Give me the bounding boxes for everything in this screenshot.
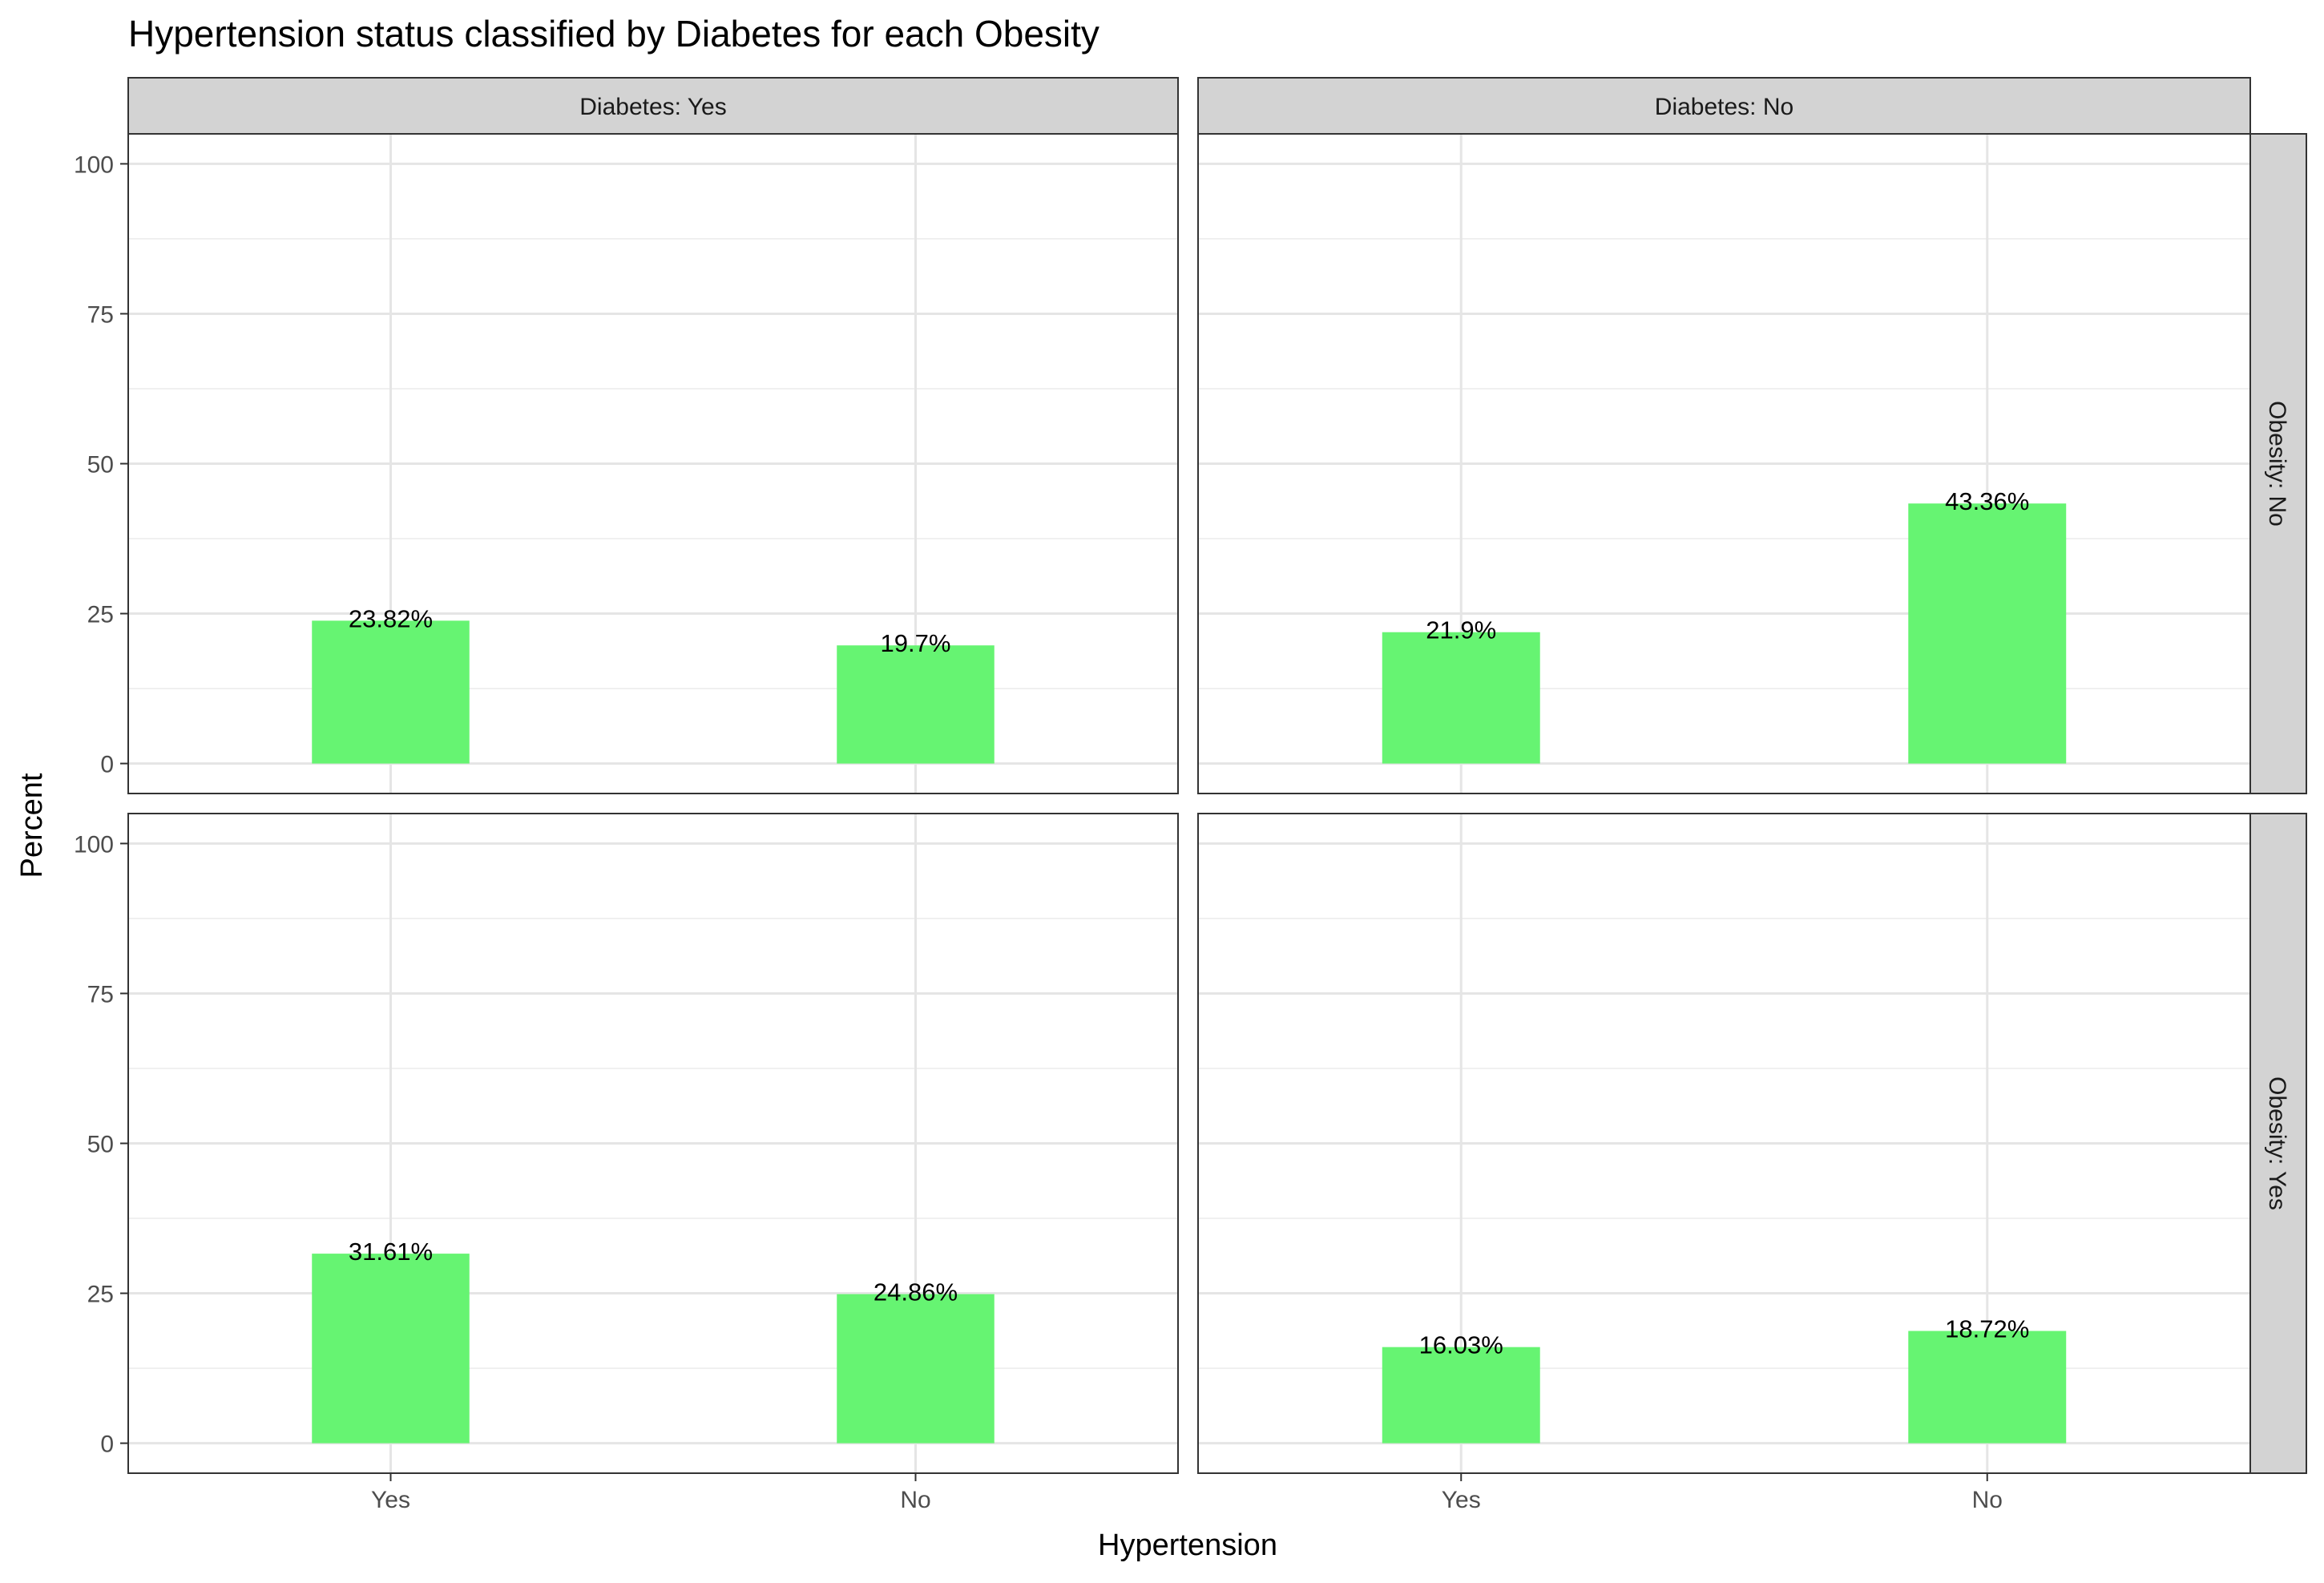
panel-border: [1197, 133, 2251, 794]
row-strip-box: [2249, 133, 2307, 794]
bar-data-label: 43.36%: [1945, 487, 2029, 515]
y-tick-label: 100: [74, 831, 114, 858]
bar-data-label: 23.82%: [349, 604, 433, 632]
y-tick-label: 0: [100, 1432, 114, 1458]
chart-title: Hypertension status classified by Diabet…: [128, 13, 1099, 55]
row-strip-label: Obesity: Yes: [2264, 1076, 2290, 1210]
x-tick-label: No: [1972, 1487, 2003, 1513]
facet-panel: 16.03% 18.72% Yes No: [1197, 813, 2251, 1513]
row-strip-box: [2249, 813, 2307, 1474]
bar: [837, 1294, 995, 1444]
bar-data-label: 19.7%: [881, 629, 951, 657]
bar: [1382, 632, 1540, 764]
column-strip-box: [1197, 77, 2251, 135]
facet-panel: 23.82% 19.7% 0 25 50 75 100: [74, 133, 1179, 794]
bar-data-label: 24.86%: [874, 1278, 958, 1306]
facet-panel: 21.9% 43.36%: [1197, 133, 2251, 794]
bar: [312, 1254, 470, 1444]
y-tick-label: 25: [87, 602, 114, 628]
bar-data-label: 16.03%: [1419, 1331, 1503, 1359]
facet-panels: Diabetes: Yes Diabetes: No Obesity: No Obes…: [74, 77, 2307, 1513]
bar-data-label: 18.72%: [1945, 1315, 2029, 1343]
y-tick-label: 100: [74, 151, 114, 178]
y-tick-label: 75: [87, 301, 114, 328]
bar: [1908, 503, 2067, 764]
row-strip: Obesity: No: [2249, 133, 2307, 794]
y-tick-label: 25: [87, 1282, 114, 1308]
y-tick-label: 50: [87, 452, 114, 479]
bar: [1908, 1331, 2067, 1444]
column-strip: Diabetes: No: [1197, 77, 2251, 135]
row-strip: Obesity: Yes: [2249, 813, 2307, 1474]
bar-data-label: 21.9%: [1426, 616, 1496, 644]
row-strip-label: Obesity: No: [2264, 401, 2290, 527]
y-tick-label: 75: [87, 981, 114, 1008]
column-strip-label: Diabetes: Yes: [579, 94, 726, 120]
bar: [312, 620, 470, 764]
bar-data-label: 31.61%: [349, 1238, 433, 1266]
x-tick-label: Yes: [1442, 1487, 1481, 1513]
x-tick-label: Yes: [371, 1487, 410, 1513]
column-strip: Diabetes: Yes: [127, 77, 1179, 135]
x-tick-label: No: [900, 1487, 930, 1513]
column-strip-label: Diabetes: No: [1655, 94, 1793, 120]
y-tick-label: 0: [100, 752, 114, 778]
bar: [837, 645, 995, 764]
y-axis-label: Percent: [15, 773, 49, 878]
column-strip-box: [127, 77, 1179, 135]
facet-panel: 31.61% 24.86% 0 25 50 75 100 Yes No: [74, 813, 1179, 1513]
y-tick-label: 50: [87, 1132, 114, 1158]
panel-border: [1197, 813, 2251, 1474]
x-axis-label: Hypertension: [1098, 1528, 1277, 1562]
bar: [1382, 1347, 1540, 1444]
